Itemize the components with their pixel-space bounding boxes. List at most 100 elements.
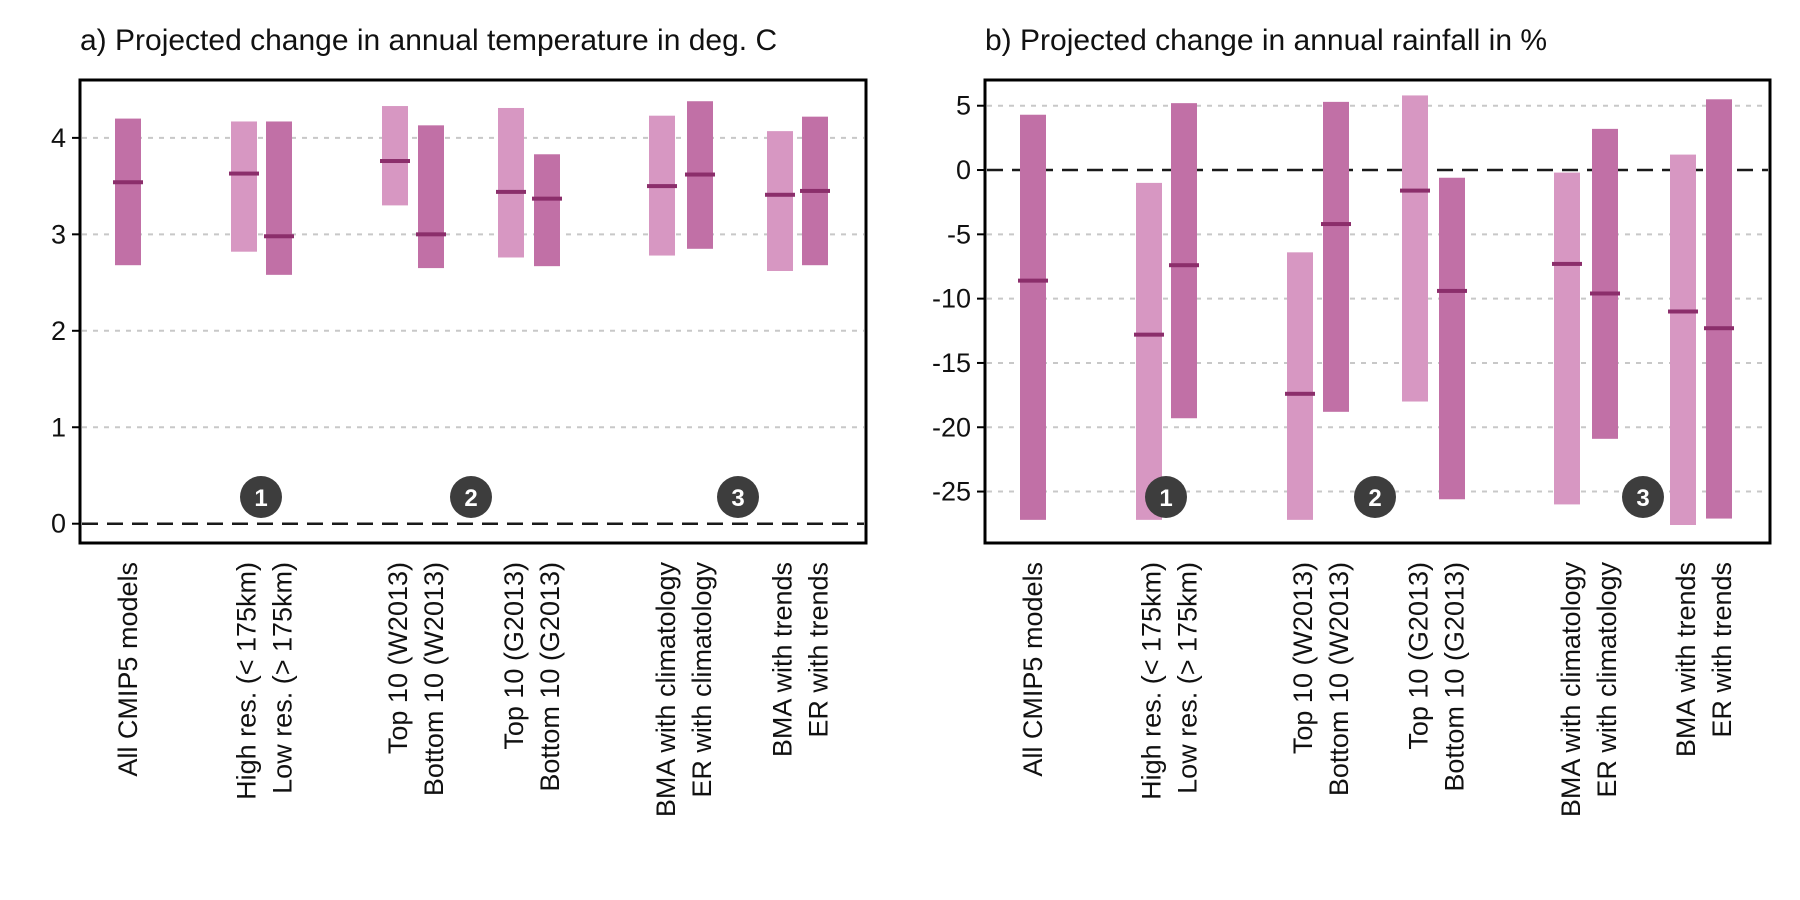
category-label: Bottom 10 (G2013)	[1440, 562, 1470, 792]
range-bar	[498, 107, 524, 258]
category-label: Top 10 (G2013)	[1404, 562, 1434, 750]
panel-b-frame	[983, 78, 1772, 545]
panel-a-y-axis: 0 1 2 3 4	[51, 123, 80, 539]
panel-b-category-labels: All CMIP5 models High res. (< 175km) Low r…	[1018, 562, 1737, 818]
panel-a-gridlines	[82, 136, 864, 429]
category-label: BMA with climatology	[1556, 562, 1586, 818]
median-marker	[800, 188, 830, 193]
y-tick-label: 3	[51, 219, 66, 249]
category-label: Bottom 10 (G2013)	[535, 562, 565, 792]
group-badge-circle	[1145, 476, 1187, 518]
category-label: High res. (< 175km)	[1137, 562, 1167, 800]
range-bar	[1670, 154, 1696, 525]
category-label: Low res. (> 175km)	[268, 562, 298, 794]
group-badge-number: 1	[1159, 485, 1172, 512]
y-tick-label: -5	[947, 219, 971, 249]
group-badge-number: 3	[1636, 485, 1649, 512]
range-bar	[1020, 114, 1046, 520]
category-label: BMA with trends	[1671, 562, 1701, 757]
median-marker	[380, 159, 410, 164]
range-bar	[1323, 101, 1349, 412]
median-marker	[647, 184, 677, 189]
panel-a-frame	[78, 78, 868, 545]
range-bar	[266, 121, 292, 275]
panel-a-bars	[113, 101, 830, 275]
group-badge-circle	[1622, 476, 1664, 518]
range-bar	[1402, 95, 1428, 402]
y-tick-label: 0	[956, 155, 971, 185]
median-marker	[229, 171, 259, 176]
group-badge-number: 3	[731, 485, 744, 512]
range-bar	[1287, 252, 1313, 520]
y-tick-label: 1	[51, 412, 66, 442]
median-marker	[1704, 326, 1734, 331]
category-label: ER with trends	[804, 562, 834, 738]
category-label: Top 10 (G2013)	[499, 562, 529, 750]
panel-b-gridlines	[987, 104, 1768, 493]
median-marker	[264, 234, 294, 239]
category-label: BMA with climatology	[651, 562, 681, 818]
y-tick-label: 4	[51, 123, 66, 153]
group-badge-circle	[240, 476, 282, 518]
y-tick-label: 0	[51, 509, 66, 539]
category-label: BMA with trends	[768, 562, 798, 757]
panel-a-title: a) Projected change in annual temperatur…	[80, 24, 777, 57]
category-label: All CMIP5 models	[113, 562, 143, 777]
range-bar	[1171, 103, 1197, 419]
y-tick-label: -15	[932, 348, 971, 378]
category-label: Bottom 10 (W2013)	[1324, 562, 1354, 796]
y-tick-label: 2	[51, 316, 66, 346]
y-tick-label: 5	[956, 91, 971, 121]
range-bar	[1554, 172, 1580, 505]
group-badge-number: 1	[254, 485, 267, 512]
median-marker	[1134, 332, 1164, 337]
panel-rainfall: b) Projected change in annual rainfall i…	[932, 24, 1772, 818]
range-bar	[115, 118, 141, 266]
median-marker	[416, 232, 446, 237]
median-marker	[1169, 263, 1199, 268]
panel-a-category-labels: All CMIP5 models High res. (< 175km) Low r…	[113, 562, 834, 818]
median-marker	[685, 172, 715, 177]
range-bar	[534, 154, 560, 267]
panel-temperature: a) Projected change in annual temperatur…	[51, 24, 868, 818]
panel-b-bars	[1018, 95, 1734, 525]
category-label: ER with climatology	[1592, 562, 1622, 798]
median-marker	[1321, 222, 1351, 227]
category-label: ER with trends	[1707, 562, 1737, 738]
category-label: Top 10 (W2013)	[1288, 562, 1318, 754]
y-tick-label: -20	[932, 412, 971, 442]
range-bar	[1136, 182, 1162, 520]
median-marker	[532, 196, 562, 201]
range-bar	[1592, 128, 1618, 439]
median-marker	[113, 180, 143, 185]
range-bar	[231, 121, 257, 252]
category-label: Bottom 10 (W2013)	[419, 562, 449, 796]
median-marker	[1285, 391, 1315, 396]
y-tick-label: -25	[932, 477, 971, 507]
median-marker	[1400, 188, 1430, 193]
category-label: Low res. (> 175km)	[1173, 562, 1203, 794]
group-badge-number: 2	[464, 485, 477, 512]
range-bar	[418, 125, 444, 269]
range-bar	[767, 131, 793, 271]
group-badge-number: 2	[1368, 485, 1381, 512]
category-label: High res. (< 175km)	[232, 562, 262, 800]
range-bar	[1706, 99, 1732, 519]
median-marker	[1590, 291, 1620, 296]
range-bar	[382, 106, 408, 206]
panel-b-badges: 1 2 3	[1145, 476, 1664, 518]
group-badge-circle	[450, 476, 492, 518]
median-marker	[1437, 288, 1467, 293]
panel-b-title: b) Projected change in annual rainfall i…	[985, 24, 1547, 57]
median-marker	[1552, 261, 1582, 266]
group-badge-circle	[717, 476, 759, 518]
y-tick-label: -10	[932, 284, 971, 314]
median-marker	[496, 189, 526, 194]
median-marker	[1018, 278, 1048, 283]
median-marker	[765, 192, 795, 197]
panel-a-badges: 1 2 3	[240, 476, 759, 518]
median-marker	[1668, 309, 1698, 314]
panel-b-y-axis: -25 -20 -15 -10 -5 0 5	[932, 91, 985, 507]
range-bar	[1439, 177, 1465, 500]
